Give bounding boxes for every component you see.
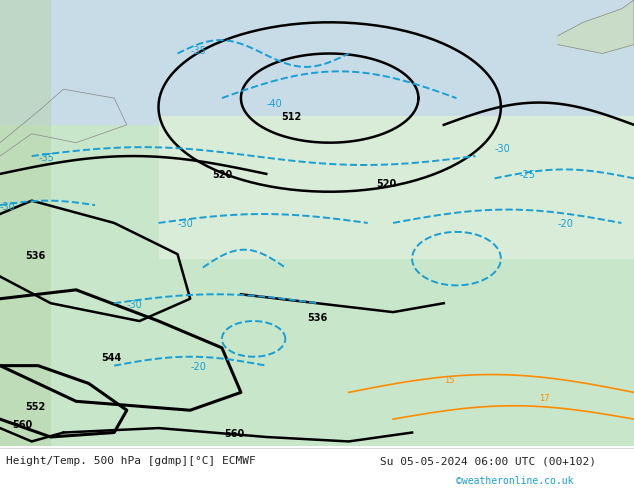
Text: 15: 15 <box>444 376 455 386</box>
Text: -30: -30 <box>127 300 143 310</box>
Text: -20: -20 <box>190 362 206 372</box>
FancyBboxPatch shape <box>0 0 634 125</box>
Text: 520: 520 <box>377 179 397 189</box>
Text: ©weatheronline.co.uk: ©weatheronline.co.uk <box>456 476 574 486</box>
FancyBboxPatch shape <box>158 116 634 259</box>
Polygon shape <box>558 0 634 53</box>
Text: -40: -40 <box>266 99 282 109</box>
Text: -20: -20 <box>558 220 574 229</box>
Text: -35: -35 <box>190 46 206 55</box>
Text: -30: -30 <box>178 220 193 229</box>
Text: 560: 560 <box>224 429 245 439</box>
Text: -25: -25 <box>520 171 536 180</box>
Text: 544: 544 <box>101 353 122 363</box>
Text: 512: 512 <box>281 112 302 122</box>
Text: 520: 520 <box>212 171 232 180</box>
FancyBboxPatch shape <box>0 0 51 446</box>
FancyBboxPatch shape <box>0 0 634 446</box>
FancyBboxPatch shape <box>190 0 634 201</box>
Text: -30: -30 <box>495 144 510 153</box>
Text: 560: 560 <box>13 420 33 430</box>
Text: Su 05-05-2024 06:00 UTC (00+102): Su 05-05-2024 06:00 UTC (00+102) <box>380 456 597 466</box>
Text: -35: -35 <box>38 152 54 163</box>
Text: 536: 536 <box>307 313 327 323</box>
Text: 536: 536 <box>25 250 46 261</box>
Text: -30: -30 <box>0 201 16 212</box>
Text: Height/Temp. 500 hPa [gdmp][°C] ECMWF: Height/Temp. 500 hPa [gdmp][°C] ECMWF <box>6 456 256 466</box>
Text: 17: 17 <box>539 394 550 403</box>
Text: 552: 552 <box>25 402 46 412</box>
